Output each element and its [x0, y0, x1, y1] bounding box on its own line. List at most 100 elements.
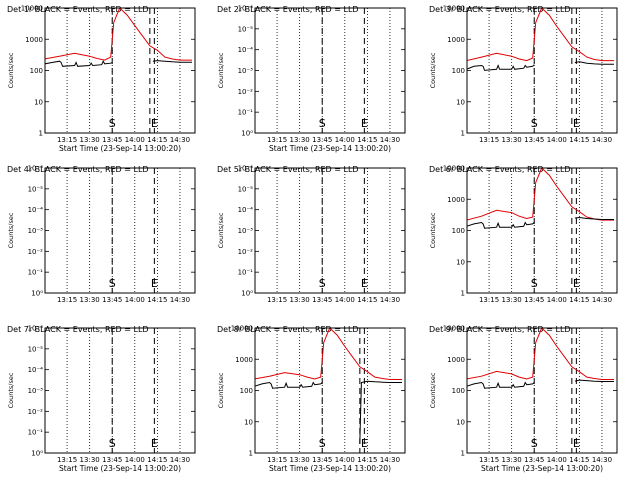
series-line-events	[467, 221, 535, 229]
x-tick-label: 13:30	[502, 456, 522, 464]
x-tick-label: 14:15	[569, 136, 589, 144]
series-line-events_late	[574, 216, 614, 220]
event-marker-label: E	[361, 277, 368, 290]
x-axis-label: Start Time (23-Sep-14 13:00:20)	[269, 464, 391, 473]
panel-6: Det 6r BLACK = Events, RED = LLD Counts/s…	[429, 165, 618, 304]
y-tick-label: 10⁻⁶	[238, 5, 254, 13]
event-marker-label: E	[151, 117, 158, 130]
x-tick-label: 13:15	[57, 296, 77, 304]
y-tick-label: 100	[452, 387, 465, 395]
y-tick-label: 1000	[235, 356, 253, 364]
series-line-events	[467, 64, 535, 71]
y-tick-label: 1	[461, 130, 465, 138]
x-tick-label: 14:30	[170, 456, 190, 464]
y-tick-label: 1000	[447, 356, 465, 364]
x-tick-label: 14:30	[380, 136, 400, 144]
event-marker-label: S	[109, 277, 116, 290]
x-tick-label: 13:30	[290, 456, 310, 464]
x-tick-label: 13:45	[102, 136, 122, 144]
y-tick-label: 10⁻⁶	[238, 165, 254, 173]
plot-frame	[254, 327, 406, 454]
x-tick-label: 14:15	[569, 456, 589, 464]
panel-title: Det 2r BLACK = Events, RED = LLD	[217, 5, 359, 14]
panel-title: Det 6r BLACK = Events, RED = LLD	[429, 165, 571, 174]
x-tick-label: 14:00	[125, 136, 145, 144]
y-tick-label: 10⁰	[241, 130, 253, 138]
y-tick-label: 1000	[447, 36, 465, 44]
x-tick-label: 14:00	[125, 296, 145, 304]
panel-4: Det 4r BLACK = Events, RED = LLD Counts/s…	[7, 165, 196, 304]
series-line-events_late	[152, 60, 192, 63]
series-line-events_late	[574, 379, 614, 382]
x-tick-label: 14:00	[335, 296, 355, 304]
x-tick-label: 13:45	[312, 296, 332, 304]
x-tick-label: 13:45	[102, 296, 122, 304]
panel-1: Det 1r BLACK = Events, RED = LLD Counts/s…	[7, 5, 196, 153]
y-tick-label: 10⁻²	[238, 88, 254, 96]
x-tick-label: 14:30	[592, 456, 612, 464]
panel-title: Det 7r BLACK = Events, RED = LLD	[7, 325, 149, 334]
x-tick-label: 13:15	[267, 296, 287, 304]
x-tick-label: 13:45	[312, 456, 332, 464]
y-tick-label: 1	[461, 450, 465, 458]
x-tick-label: 13:45	[312, 136, 332, 144]
y-tick-label: 10⁻²	[238, 248, 254, 256]
x-tick-label: 14:15	[357, 136, 377, 144]
x-tick-label: 14:00	[547, 456, 567, 464]
event-marker-label: S	[531, 277, 538, 290]
y-tick-label: 10⁻³	[28, 387, 44, 395]
series-line-events	[255, 381, 323, 389]
x-tick-label: 13:30	[290, 296, 310, 304]
y-tick-label: 10⁻¹	[238, 109, 254, 117]
y-axis-label: Counts/sec	[7, 52, 15, 88]
panel-title: Det 9r BLACK = Events, RED = LLD	[429, 325, 571, 334]
y-tick-label: 10⁻⁴	[28, 206, 44, 214]
panel-title: Det 4r BLACK = Events, RED = LLD	[7, 165, 149, 174]
y-tick-label: 10⁻⁴	[238, 46, 254, 54]
y-tick-label: 100	[452, 67, 465, 75]
y-tick-label: 1	[39, 130, 43, 138]
panel-7: Det 7r BLACK = Events, RED = LLD Counts/s…	[7, 325, 196, 473]
y-tick-label: 10⁰	[31, 450, 43, 458]
x-tick-label: 14:30	[170, 296, 190, 304]
series-line-events_late	[574, 61, 614, 65]
y-tick-label: 10	[34, 98, 43, 106]
y-tick-label: 1000	[447, 196, 465, 204]
y-tick-label: 100	[452, 227, 465, 235]
x-tick-label: 14:30	[380, 296, 400, 304]
x-axis-label: Start Time (23-Sep-14 13:00:20)	[59, 144, 181, 153]
event-marker-label: S	[319, 277, 326, 290]
y-tick-label: 10⁻⁵	[238, 25, 254, 33]
x-axis-label: Start Time (23-Sep-14 13:00:20)	[269, 144, 391, 153]
y-tick-label: 10⁰	[31, 290, 43, 298]
x-tick-label: 14:00	[335, 456, 355, 464]
y-tick-label: 10	[456, 418, 465, 426]
x-tick-label: 14:15	[147, 136, 167, 144]
y-tick-label: 10⁻²	[28, 408, 44, 416]
x-tick-label: 13:30	[290, 136, 310, 144]
y-axis-label: Counts/sec	[429, 212, 437, 248]
panel-9: Det 9r BLACK = Events, RED = LLD Counts/s…	[429, 325, 618, 473]
x-tick-label: 14:15	[147, 456, 167, 464]
panel-title: Det 1r BLACK = Events, RED = LLD	[7, 5, 149, 14]
event-marker-label: S	[109, 117, 116, 130]
plot-frame	[254, 7, 406, 134]
y-tick-label: 100	[30, 67, 43, 75]
event-marker-label: E	[573, 277, 580, 290]
y-axis-label: Counts/sec	[7, 212, 15, 248]
x-tick-label: 13:30	[80, 296, 100, 304]
x-tick-label: 14:00	[335, 136, 355, 144]
x-tick-label: 14:00	[547, 296, 567, 304]
event-marker-label: E	[361, 437, 368, 450]
x-tick-label: 13:45	[524, 136, 544, 144]
y-tick-label: 10⁻⁵	[238, 185, 254, 193]
y-tick-label: 10	[456, 98, 465, 106]
y-axis-label: Counts/sec	[7, 372, 15, 408]
x-tick-label: 14:30	[592, 136, 612, 144]
x-tick-label: 13:30	[502, 296, 522, 304]
plot-frame	[254, 167, 406, 294]
y-tick-label: 10⁻⁴	[28, 366, 44, 374]
y-tick-label: 10⁻⁵	[28, 185, 44, 193]
x-tick-label: 14:15	[569, 296, 589, 304]
x-tick-label: 14:30	[170, 136, 190, 144]
